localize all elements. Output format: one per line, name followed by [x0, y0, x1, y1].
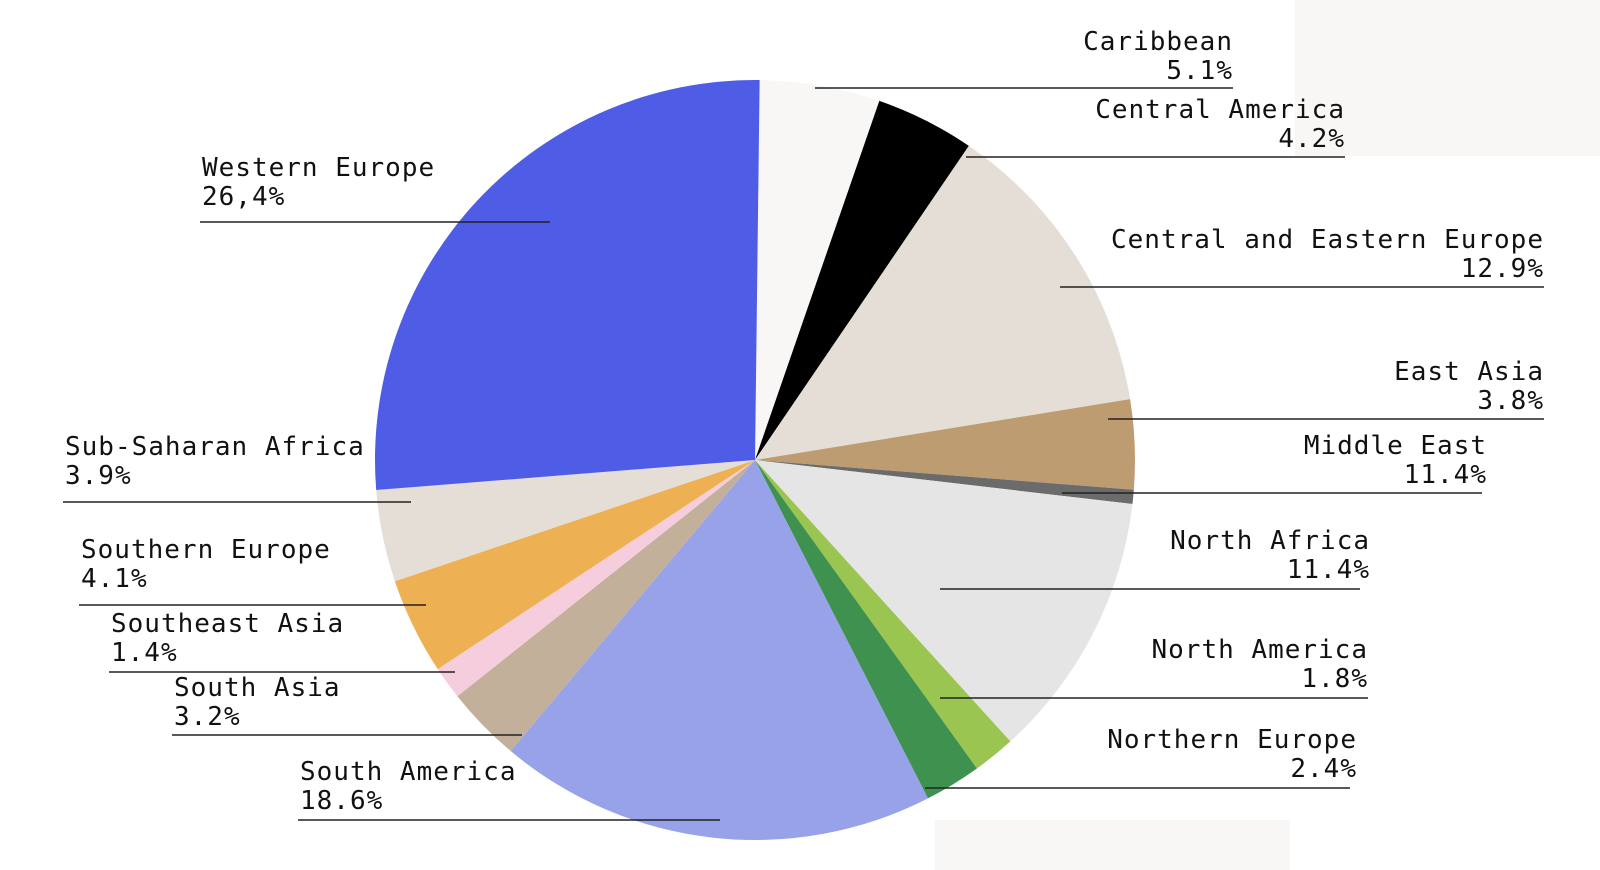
label-value-sub-saharan-africa: 3.9% — [65, 461, 132, 491]
label-value-southern-europe: 4.1% — [81, 564, 148, 594]
label-value-east-asia: 3.8% — [1477, 386, 1544, 416]
label-name-southeast-asia: Southeast Asia — [111, 609, 344, 639]
slice-north-america — [755, 460, 1011, 769]
pie-slices — [375, 80, 1136, 840]
label-name-southern-europe: Southern Europe — [81, 535, 331, 565]
label-value-caribbean: 5.1% — [1166, 56, 1233, 86]
slice-southern-europe — [394, 460, 755, 670]
label-name-western-europe: Western Europe — [202, 153, 435, 183]
label-value-south-asia: 3.2% — [174, 702, 241, 732]
slice-central-america — [755, 100, 969, 460]
slice-north-africa — [755, 460, 1133, 742]
label-name-northern-europe: Northern Europe — [1107, 725, 1357, 755]
label-name-north-africa: North Africa — [1170, 526, 1370, 556]
label-value-north-america: 1.8% — [1301, 664, 1368, 694]
background-panel-bottom — [935, 820, 1290, 870]
label-value-central-and-eastern-europe: 12.9% — [1461, 254, 1544, 284]
slice-sub-saharan-africa — [376, 460, 755, 582]
slice-east-asia — [755, 399, 1136, 490]
slice-central-and-eastern-europe — [755, 145, 1131, 460]
label-name-north-america: North America — [1152, 635, 1369, 665]
slice-caribbean — [755, 80, 880, 460]
background-panel-top-right — [1295, 0, 1600, 156]
label-value-south-america: 18.6% — [300, 786, 383, 816]
label-name-caribbean: Caribbean — [1083, 27, 1233, 57]
slice-middle-east — [755, 460, 1134, 505]
label-name-east-asia: East Asia — [1394, 357, 1544, 387]
slice-south-america — [510, 460, 928, 840]
label-name-south-america: South America — [300, 757, 517, 787]
label-value-middle-east: 11.4% — [1404, 460, 1487, 490]
label-name-central-and-eastern-europe: Central and Eastern Europe — [1111, 225, 1544, 255]
slice-western-europe — [375, 80, 760, 491]
label-value-northern-europe: 2.4% — [1290, 754, 1357, 784]
label-name-sub-saharan-africa: Sub-Saharan Africa — [65, 432, 365, 462]
label-name-central-america: Central America — [1095, 95, 1345, 125]
leader-lines — [63, 87, 1544, 821]
label-value-north-africa: 11.4% — [1287, 555, 1370, 585]
slice-south-asia — [457, 460, 755, 752]
slice-northern-europe — [755, 460, 977, 799]
label-value-western-europe: 26,4% — [202, 182, 285, 212]
label-name-middle-east: Middle East — [1304, 431, 1487, 461]
label-value-southeast-asia: 1.4% — [111, 638, 178, 668]
slice-southeast-asia — [437, 460, 755, 697]
label-name-south-asia: South Asia — [174, 673, 341, 703]
label-value-central-america: 4.2% — [1278, 124, 1345, 154]
